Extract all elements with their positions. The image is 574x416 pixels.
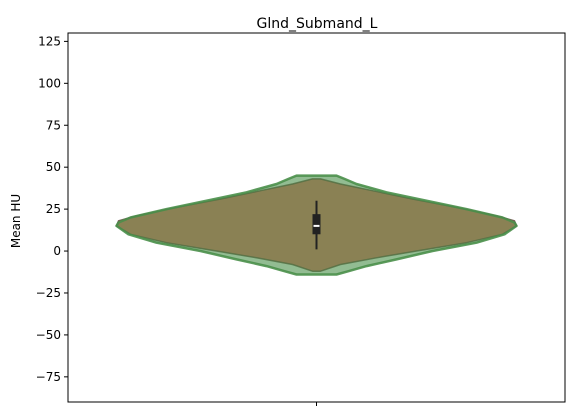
y-axis-label: Mean HU [9, 194, 23, 248]
box-iqr [312, 214, 321, 235]
y-tick-label: 50 [46, 160, 61, 174]
y-tick-label: 75 [46, 118, 61, 132]
chart-title: Glnd_Submand_L [257, 16, 378, 32]
y-tick-label: −25 [36, 286, 61, 300]
y-tick-label: 0 [53, 244, 61, 258]
y-axis: −75 −50 −25 0 25 50 75 100 125 [36, 34, 68, 384]
y-tick-label: 25 [46, 202, 61, 216]
y-tick-label: 100 [38, 76, 61, 90]
y-tick-label: 125 [38, 34, 61, 48]
plot-area [115, 174, 518, 276]
y-tick-label: −50 [36, 328, 61, 342]
y-tick-label: −75 [36, 370, 61, 384]
